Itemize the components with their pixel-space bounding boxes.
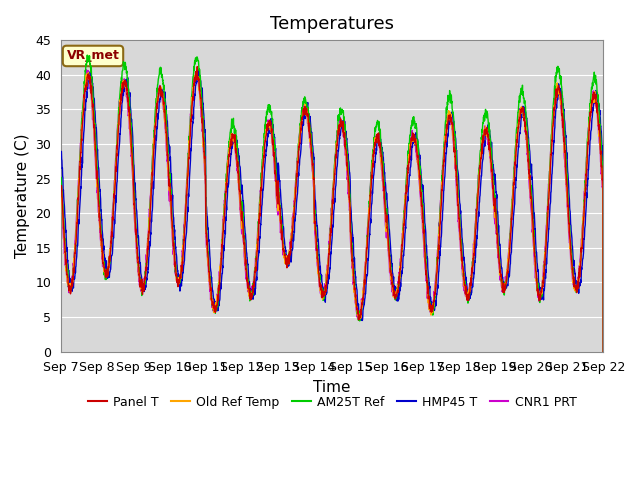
Title: Temperatures: Temperatures [270,15,394,33]
X-axis label: Time: Time [314,380,351,395]
Text: VR_met: VR_met [67,49,120,62]
Y-axis label: Temperature (C): Temperature (C) [15,133,30,258]
Legend: Panel T, Old Ref Temp, AM25T Ref, HMP45 T, CNR1 PRT: Panel T, Old Ref Temp, AM25T Ref, HMP45 … [83,391,581,414]
